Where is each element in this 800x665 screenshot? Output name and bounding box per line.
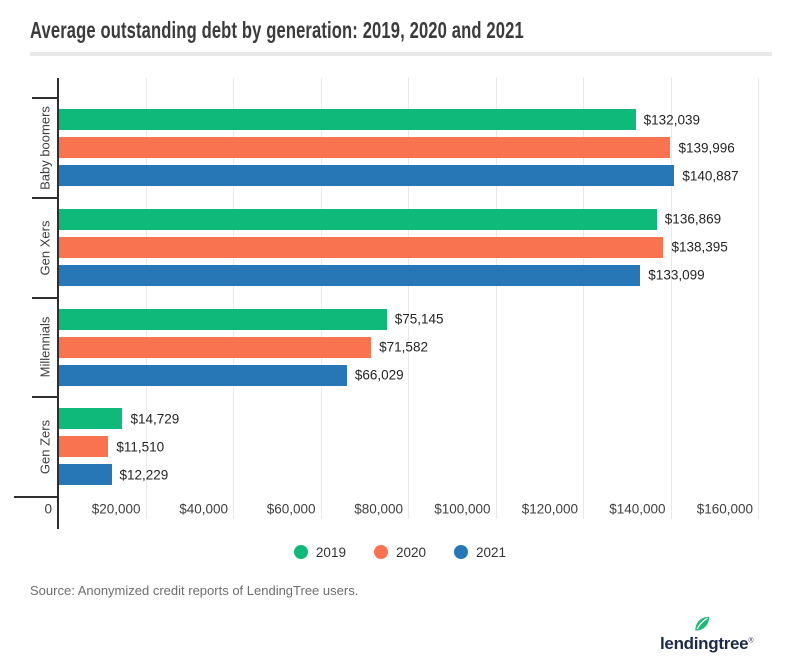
x-tick-label: $100,000: [434, 501, 491, 517]
bar-2021-gen-zers: [59, 464, 112, 486]
value-label: $138,395: [671, 239, 728, 255]
value-label: $71,582: [379, 339, 428, 355]
value-label: $12,229: [119, 467, 169, 483]
gridline: [495, 78, 497, 519]
value-label: $139,996: [678, 140, 735, 155]
registered-mark: ®: [748, 637, 754, 645]
category-label: Gen Zers: [37, 420, 53, 475]
bar-2020-baby-boomers: [59, 137, 671, 158]
legend-dot: [293, 545, 308, 559]
category-tick: [32, 296, 58, 299]
chart-title: Average outstanding debt by generation: …: [30, 17, 524, 43]
bar-2019-millennials: [59, 308, 387, 330]
bar-2021-millennials: [59, 364, 347, 386]
x-tick-label: $120,000: [521, 501, 578, 517]
gridline: [408, 78, 409, 519]
x-tick-label: $60,000: [266, 501, 316, 517]
legend-item-2020: 2020: [373, 544, 427, 560]
bar-2019-gen-zers: [59, 408, 123, 430]
legend-dot: [373, 545, 388, 559]
category-tick: [32, 97, 58, 99]
bar-2019-baby-boomers: [59, 109, 636, 130]
gridline: [233, 78, 234, 519]
gridline: [320, 78, 322, 519]
value-label: $136,869: [664, 211, 722, 227]
category-tick: [14, 496, 58, 498]
title-divider: [30, 52, 772, 56]
legend: 2019 2020 2021: [0, 543, 800, 561]
legend-label: 2019: [315, 544, 346, 560]
bar-2020-millennials: [59, 336, 372, 358]
category-tick: [32, 396, 58, 399]
category-label: Gen Xers: [37, 220, 53, 276]
value-label: $133,099: [648, 267, 705, 283]
value-label: $75,145: [394, 311, 444, 327]
legend-label: 2021: [476, 544, 507, 560]
x-tick-label: $160,000: [696, 501, 753, 517]
leaf-icon: [695, 616, 710, 631]
legend-item-2019: 2019: [293, 544, 346, 560]
bar-2020-gen-zers: [59, 436, 109, 458]
value-label: $132,039: [643, 112, 700, 127]
category-tick: [32, 196, 58, 199]
x-tick-label: 0: [44, 501, 52, 517]
bar-2021-gen-xers: [59, 264, 641, 286]
category-label: Baby boomers: [37, 105, 53, 190]
x-tick-label: $40,000: [179, 501, 228, 517]
legend-dot: [454, 545, 469, 559]
x-tick-label: $80,000: [354, 501, 403, 517]
value-label: $11,510: [116, 439, 165, 455]
gridline: [758, 78, 759, 519]
value-label: $66,029: [354, 367, 404, 383]
legend-label: 2020: [395, 544, 427, 560]
source-note: Source: Anonymized credit reports of Len…: [30, 583, 359, 598]
legend-item-2021: 2021: [454, 545, 506, 560]
gridline: [583, 78, 584, 519]
logo-text: lendingtree®: [660, 634, 753, 654]
x-tick-label: $140,000: [609, 501, 666, 517]
bar-2021-baby-boomers: [59, 165, 675, 186]
lendingtree-logo: lendingtree®: [660, 612, 772, 654]
bar-2020-gen-xers: [59, 236, 664, 258]
value-label: $140,887: [682, 168, 739, 183]
bar-2019-gen-xers: [59, 208, 657, 230]
x-tick-label: $20,000: [91, 501, 141, 517]
gridline: [670, 78, 672, 519]
category-label: Millennials: [37, 317, 53, 378]
logo-wordmark: lendingtree: [660, 634, 749, 653]
bar-chart: 0 $20,000 $40,000 $60,000 $80,000 $100,000 $12…: [14, 78, 759, 529]
value-label: $14,729: [130, 411, 180, 427]
gridline: [145, 78, 147, 519]
category-axis-line: [57, 78, 59, 529]
